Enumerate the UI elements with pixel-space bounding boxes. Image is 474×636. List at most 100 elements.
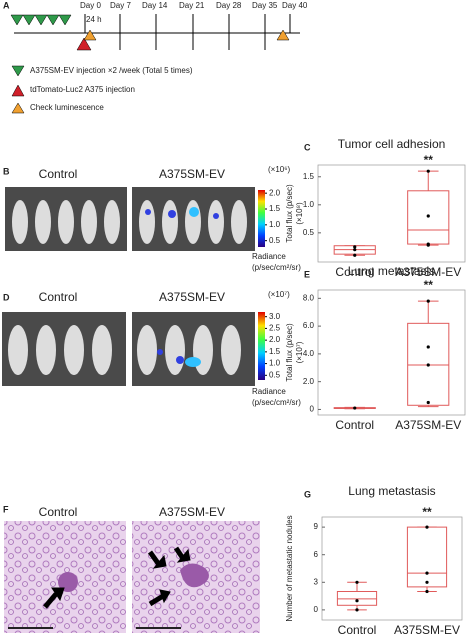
x-tick-label: A375SM-EV [395, 265, 461, 279]
signal [145, 207, 219, 219]
y-axis-unit: (×10⁸) [295, 202, 304, 225]
colorbar-tick-label: 2.0 [269, 188, 281, 197]
colorbar-label: (p/sec/cm²/sr) [252, 398, 301, 407]
day-label: Day 7 [110, 1, 131, 10]
panel-letter: F [3, 504, 9, 514]
colorbar-tick-label: 1.0 [269, 220, 281, 229]
y-tick-label: 6 [314, 550, 319, 559]
panel-letter: B [3, 166, 10, 176]
y-axis-label: Number of metastatic nodules [285, 515, 294, 621]
data-point [426, 400, 430, 405]
y-tick-label: 2.0 [303, 377, 315, 386]
data-point [426, 214, 430, 218]
colorbar-unit: (×10⁷) [268, 290, 290, 299]
group-label: A375SM-EV [159, 290, 225, 304]
legend-text: tdTomato-Luc2 A375 injection [30, 85, 135, 94]
plot-frame [317, 164, 466, 263]
data-point [426, 169, 430, 173]
panel-letter: E [304, 269, 310, 279]
y-tick-label: 0.5 [303, 228, 315, 237]
y-axis-label: Total flux (p/sec) [285, 184, 294, 243]
y-axis-label: Total flux (p/sec) [285, 323, 294, 382]
legend-icon [11, 65, 25, 77]
y-tick-label: 0 [310, 405, 315, 414]
panel-letter: C [304, 142, 311, 152]
data-point [426, 345, 430, 349]
data-point [426, 243, 430, 247]
group-label: A375SM-EV [159, 167, 225, 181]
injection-markers [10, 14, 72, 26]
data-point [353, 245, 357, 249]
colorbar-tick-label: 1.0 [269, 359, 281, 368]
data-point [425, 571, 429, 575]
panel-letter: G [304, 489, 311, 499]
luminescence-marker [83, 29, 97, 41]
mice [8, 325, 241, 375]
scale-bar [136, 627, 181, 629]
group-label: Control [39, 290, 78, 304]
colorbar [258, 190, 265, 247]
day-label: Day 40 [282, 1, 308, 10]
colorbar-tick-label: 2.5 [269, 324, 281, 333]
y-tick-label: 1.0 [303, 200, 315, 209]
day-label: Day 0 [80, 1, 101, 10]
y-tick-label: 8.0 [303, 293, 315, 302]
colorbar-tick-label: 0.5 [269, 370, 281, 379]
colorbar [258, 312, 265, 380]
plot-frame [321, 516, 463, 621]
day-label: Day 14 [142, 1, 168, 10]
data-point [355, 580, 359, 584]
significance: ** [424, 153, 434, 167]
colorbar-tick-label: 1.5 [269, 204, 281, 213]
day-ticks [84, 14, 291, 50]
y-tick-label: 0 [314, 605, 319, 614]
y-tick-label: 4.0 [303, 349, 315, 358]
plot-frame [317, 289, 466, 416]
data-point [353, 406, 357, 410]
colorbar-label: Radiance [252, 387, 286, 396]
x-tick-label: A375SM-EV [395, 418, 461, 432]
y-tick-label: 1.5 [303, 172, 315, 181]
x-tick-label: Control [335, 418, 374, 432]
significance: ** [422, 505, 432, 519]
data-point [355, 599, 359, 603]
luminescence-marker [276, 29, 290, 41]
arrows [43, 546, 191, 609]
data-point [425, 580, 429, 584]
data-point [353, 253, 357, 257]
significance: ** [424, 278, 434, 292]
mice [12, 200, 247, 244]
cell-injection-marker [76, 37, 92, 51]
group-label: Control [39, 167, 78, 181]
day-label: Day 35 [252, 1, 278, 10]
panel-letter: A [3, 0, 10, 10]
y-tick-label: 9 [314, 522, 319, 531]
time-label: 24 h [86, 15, 102, 24]
legend-text: Check luminescence [30, 103, 104, 112]
data-point [426, 363, 430, 367]
group-label: A375SM-EV [159, 505, 225, 519]
y-axis-unit: (×10⁷) [295, 341, 304, 363]
colorbar-tick-label: 1.5 [269, 347, 281, 356]
y-tick-label: 6.0 [303, 321, 315, 330]
day-label: Day 21 [179, 1, 205, 10]
colorbar-unit: (×10⁶) [268, 165, 291, 174]
data-point [425, 589, 429, 594]
legend-icon [11, 84, 25, 97]
day-label: Day 28 [216, 1, 242, 10]
group-label: Control [39, 505, 78, 519]
legend-icon [11, 102, 25, 114]
chart-title: Lung metastasis [348, 264, 435, 278]
nodule [58, 572, 78, 592]
data-point [425, 525, 429, 529]
legend-text: A375SM-EV injection ×2 /week (Total 5 ti… [30, 66, 193, 75]
colorbar-tick-label: 0.5 [269, 236, 281, 245]
signal [157, 349, 201, 367]
chart-title: Lung metastasis [348, 484, 435, 498]
y-tick-label: 3 [314, 577, 319, 586]
data-point [353, 248, 357, 252]
nodule [180, 563, 209, 588]
x-tick-label: A375SM-EV [394, 623, 460, 636]
box [406, 526, 448, 588]
